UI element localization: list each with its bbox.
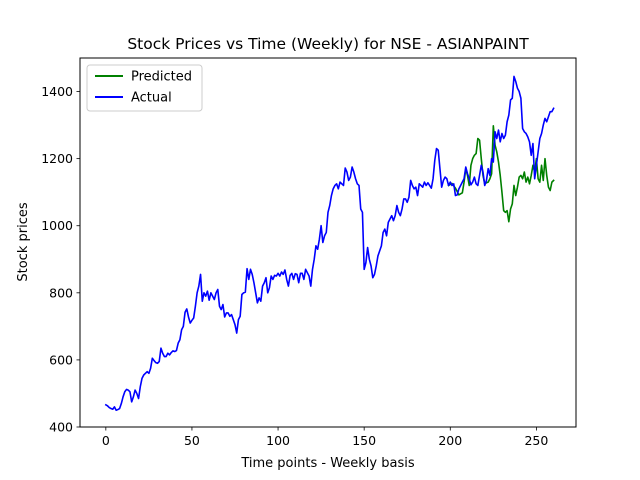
chart-title: Stock Prices vs Time (Weekly) for NSE - … xyxy=(127,35,529,53)
y-tick-label: 800 xyxy=(49,285,73,300)
series-line-actual xyxy=(104,75,555,412)
y-tick-label: 400 xyxy=(49,420,73,435)
plot-area xyxy=(79,57,577,428)
y-tick-label: 1400 xyxy=(41,84,73,99)
x-tick-label: 50 xyxy=(184,433,200,448)
legend-label-actual: Actual xyxy=(131,91,172,106)
y-tick-label: 600 xyxy=(49,352,73,367)
x-tick-label: 250 xyxy=(524,433,548,448)
x-tick-label: 200 xyxy=(438,433,462,448)
x-tick-label: 0 xyxy=(102,433,110,448)
legend: Predicted Actual xyxy=(86,64,203,112)
series-layer xyxy=(104,75,555,412)
x-axis: 0 50 100 150 200 250 xyxy=(102,427,548,448)
y-tick-label: 1000 xyxy=(41,218,73,233)
axes-frame xyxy=(79,57,577,428)
y-axis-label: Stock prices xyxy=(16,202,31,281)
series-line-predicted xyxy=(447,124,555,223)
x-tick-label: 150 xyxy=(352,433,376,448)
x-tick-label: 100 xyxy=(266,433,290,448)
y-axis: 400 600 800 1000 1200 1400 xyxy=(41,84,80,435)
x-axis-label: Time points - Weekly basis xyxy=(240,456,414,471)
y-tick-label: 1200 xyxy=(41,151,73,166)
legend-label-predicted: Predicted xyxy=(131,70,192,85)
